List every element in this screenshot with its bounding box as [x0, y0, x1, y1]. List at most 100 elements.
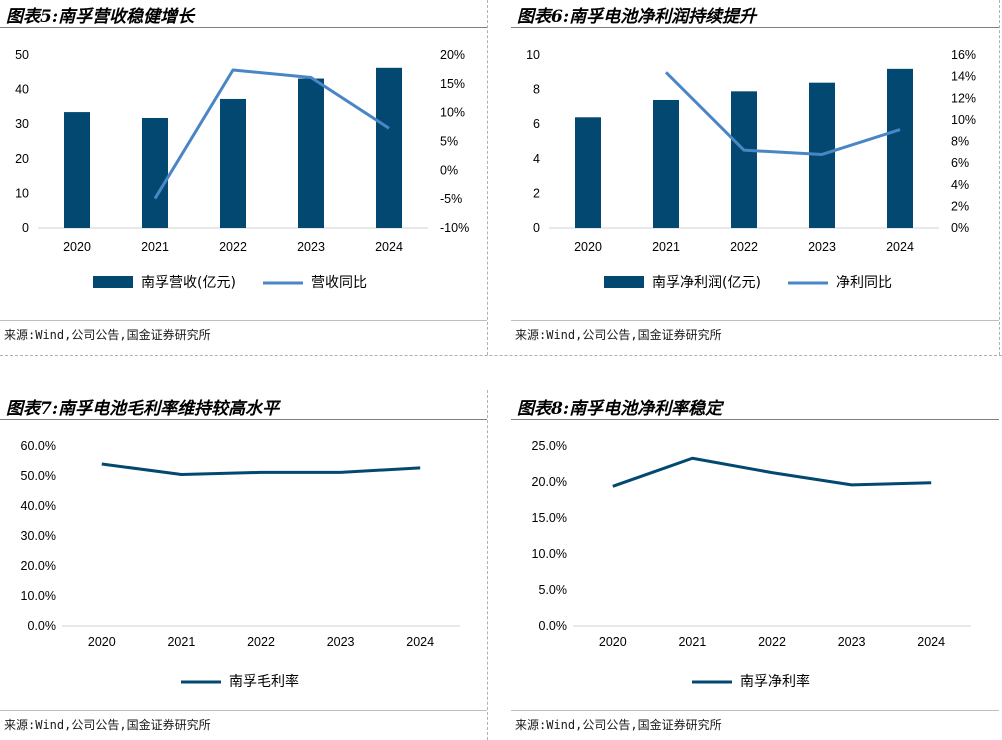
y-tick-label: 20.0%	[532, 475, 567, 489]
figure-7-title: 图表7:南孚电池毛利率维持较高水平	[6, 399, 280, 419]
horizontal-separator	[0, 355, 1002, 356]
figure-5-source: 来源:Wind,公司公告,国金证券研究所	[4, 328, 211, 342]
legend-line-label: 营收同比	[311, 275, 367, 291]
y-left-tick-label: 4	[533, 152, 540, 166]
figure-8-title-rule	[511, 419, 999, 420]
vertical-separator	[487, 0, 488, 355]
x-tick-label: 2021	[167, 635, 195, 649]
y-tick-label: 50.0%	[21, 469, 56, 483]
figure-8-panel: 图表8:南孚电池净利率稳定 25.0% 20.0% 15.0% 10.0% 5.0% 0.…	[511, 392, 999, 740]
legend-bar-swatch	[93, 276, 133, 288]
bar-2020	[64, 112, 90, 228]
bar-2023	[298, 78, 324, 228]
y-left-tick-label: 10	[15, 186, 29, 200]
y-left-tick-label: 50	[15, 48, 29, 62]
y-left-tick-label: 20	[15, 152, 29, 166]
y-right-tick-label: 20%	[440, 48, 465, 62]
x-tick-label: 2020	[63, 240, 91, 254]
ratio-line	[612, 456, 932, 488]
y-left-tick-label: 6	[533, 117, 540, 131]
figure-5-source-rule	[0, 320, 487, 321]
figure-8-chart: 25.0% 20.0% 15.0% 10.0% 5.0% 0.0% 2020 2021 2022…	[532, 439, 971, 690]
bar-2021	[142, 117, 168, 228]
legend-line-label: 净利同比	[836, 275, 892, 291]
figure-6-chart: 10 8 6 4 2 0 16% 14% 12% 10% 8% 6% 4% 2% 0% 2020 2021 202…	[526, 48, 976, 291]
x-tick-label: 2023	[838, 635, 866, 649]
x-tick-label: 2021	[141, 240, 169, 254]
bar-2024	[376, 67, 402, 228]
y-right-tick-label: 14%	[951, 70, 976, 84]
figure-8-title: 图表8:南孚电池净利率稳定	[517, 399, 723, 419]
x-tick-label: 2020	[574, 240, 602, 254]
x-tick-label: 2020	[599, 635, 627, 649]
bar-2022	[220, 98, 246, 228]
y-tick-label: 15.0%	[532, 511, 567, 525]
y-right-tick-label: 5%	[440, 135, 458, 149]
y-right-tick-label: 6%	[951, 156, 969, 170]
figure-6-title: 图表6:南孚电池净利润持续提升	[517, 7, 757, 27]
legend-bar-swatch	[604, 276, 644, 288]
figure-6-panel: 图表6:南孚电池净利润持续提升 10 8 6 4 2 0 16% 14% 12% 10% 8% 6% 4…	[511, 0, 999, 356]
figure-6-title-rule	[511, 27, 999, 28]
y-right-tick-label: 12%	[951, 91, 976, 105]
y-tick-label: 5.0%	[539, 583, 568, 597]
figure-6-source-rule	[511, 320, 999, 321]
figure-7-source: 来源:Wind,公司公告,国金证券研究所	[4, 718, 211, 732]
figure-7-panel: 图表7:南孚电池毛利率维持较高水平 60.0% 50.0% 40.0% 30.0% 20…	[0, 392, 487, 740]
y-tick-label: 0.0%	[28, 619, 57, 633]
x-tick-label: 2024	[886, 240, 914, 254]
y-tick-label: 30.0%	[21, 529, 56, 543]
x-tick-label: 2024	[917, 635, 945, 649]
y-tick-label: 10.0%	[532, 547, 567, 561]
x-tick-label: 2024	[375, 240, 403, 254]
y-right-tick-label: 16%	[951, 48, 976, 62]
figure-8-source: 来源:Wind,公司公告,国金证券研究所	[515, 718, 722, 732]
growth-line	[153, 68, 390, 200]
x-tick-label: 2021	[652, 240, 680, 254]
vertical-separator-bottom	[487, 390, 488, 740]
right-border	[999, 0, 1000, 355]
y-tick-label: 60.0%	[21, 439, 56, 453]
figure-5-chart: 50 40 30 20 10 0 20% 15% 10% 5% 0% -5% -10% 2020 2021 2…	[15, 48, 469, 291]
x-tick-label: 2021	[678, 635, 706, 649]
figure-6-source: 来源:Wind,公司公告,国金证券研究所	[515, 328, 722, 342]
figure-5-panel: 图表5:南孚营收稳健增长 50 40 30 20 10 0 20% 15% 10% 5% 0% -5%…	[0, 0, 487, 356]
y-right-tick-label: 8%	[951, 135, 969, 149]
legend-line-label: 南孚净利率	[740, 673, 810, 690]
figure-7-title-rule	[0, 419, 487, 420]
y-right-tick-label: -5%	[440, 192, 462, 206]
y-tick-label: 20.0%	[21, 559, 56, 573]
y-left-tick-label: 0	[22, 221, 29, 235]
bar-2022	[731, 91, 757, 228]
x-tick-label: 2022	[247, 635, 275, 649]
y-right-tick-label: -10%	[440, 221, 469, 235]
x-tick-label: 2023	[808, 240, 836, 254]
x-tick-label: 2022	[730, 240, 758, 254]
x-tick-label: 2022	[219, 240, 247, 254]
y-right-tick-label: 10%	[951, 113, 976, 127]
y-tick-label: 40.0%	[21, 499, 56, 513]
y-right-tick-label: 0%	[951, 221, 969, 235]
legend-line-label: 南孚毛利率	[229, 673, 299, 690]
y-left-tick-label: 30	[15, 117, 29, 131]
figure-7-source-rule	[0, 710, 487, 711]
x-tick-label: 2024	[406, 635, 434, 649]
x-tick-label: 2023	[297, 240, 325, 254]
x-tick-label: 2023	[327, 635, 355, 649]
y-tick-label: 25.0%	[532, 439, 567, 453]
figure-5-title: 图表5:南孚营收稳健增长	[6, 7, 195, 27]
y-tick-label: 0.0%	[539, 619, 568, 633]
legend-bar-label: 南孚营收(亿元)	[141, 275, 236, 291]
y-left-tick-label: 0	[533, 221, 540, 235]
growth-line	[664, 71, 901, 156]
legend-bar-label: 南孚净利润(亿元)	[652, 275, 761, 291]
bar-2021	[653, 99, 679, 228]
y-right-tick-label: 2%	[951, 199, 969, 213]
bar-2020	[575, 117, 601, 228]
y-left-tick-label: 2	[533, 186, 540, 200]
y-right-tick-label: 0%	[440, 163, 458, 177]
y-right-tick-label: 10%	[440, 106, 465, 120]
x-tick-label: 2020	[88, 635, 116, 649]
y-left-tick-label: 8	[533, 83, 540, 97]
figure-8-source-rule	[511, 710, 999, 711]
